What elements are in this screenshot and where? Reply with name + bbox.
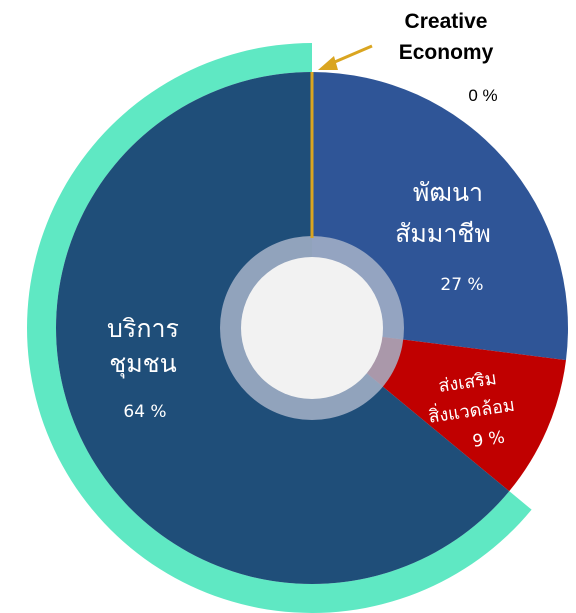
slice-value-2: 9 % [471,427,506,451]
hole [241,257,383,399]
annotation-arrowhead [318,56,338,70]
highlight-arc [27,43,532,613]
slice-label-1-line2: สัมมาชีพ [395,219,491,248]
annotation-value: 0 % [468,86,497,105]
annotation-arrow [329,44,373,66]
slice-value-1: 27 % [440,275,483,295]
slice-label-1-line1: พัฒนา [413,178,483,207]
slice-label-3-line2: ชุมชน [109,349,177,379]
slice-value-3: 64 % [123,402,166,422]
slice-label-3-line1: บริการ [107,314,179,343]
annotation-line1: Creative [405,10,488,33]
annotation-line2: Economy [399,41,494,64]
